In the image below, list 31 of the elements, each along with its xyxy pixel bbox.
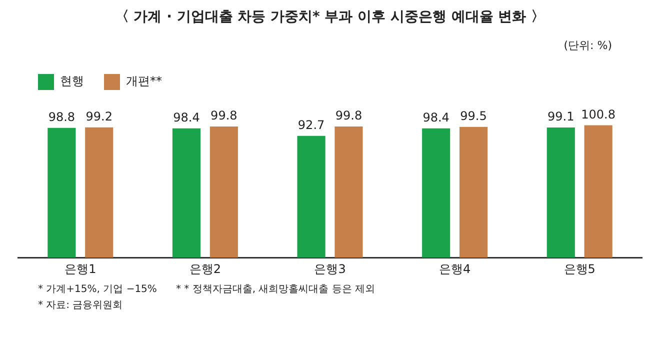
data-label: 98.4 [422, 110, 450, 124]
bar [297, 136, 326, 258]
data-label: 99.8 [210, 108, 238, 123]
bar [422, 128, 450, 258]
data-label: 99.2 [86, 109, 112, 124]
text: (단위: %) [564, 38, 612, 53]
data-label: 99.5 [460, 109, 487, 124]
data-label: 92.7 [298, 118, 325, 132]
x-tick-label: 은행2 [189, 262, 222, 276]
data-label: 99.8 [335, 108, 362, 123]
data-label: 98.8 [48, 110, 76, 124]
bar [546, 127, 575, 258]
x-tick-label: 은행3 [314, 262, 346, 276]
text: * 자료: 금융위원회 [38, 299, 124, 313]
bar [210, 126, 238, 258]
bar [334, 126, 363, 258]
legend-label: 개편** [126, 74, 162, 88]
bar [172, 128, 201, 258]
bar [584, 125, 612, 258]
text: * 가계+15%, 기업 −15% * * 정책자금대출, 새희망홀씨대출 등은 제외 [38, 283, 376, 297]
x-tick-label: 은행5 [564, 262, 596, 276]
bar [48, 128, 76, 258]
bar [85, 127, 114, 258]
x-tick-label: 은행4 [438, 262, 471, 276]
x-tick-label: 은행1 [64, 262, 96, 276]
chart-title: 〈 가계 · 기업대출 차등 가중치* 부과 이후 시중은행 예대율 변화 〉 [114, 8, 546, 27]
data-label: 100.8 [581, 107, 616, 122]
legend-label: 현행 [60, 74, 84, 88]
bar [459, 126, 488, 258]
data-label: 99.1 [548, 110, 574, 124]
data-label: 98.4 [173, 110, 200, 124]
